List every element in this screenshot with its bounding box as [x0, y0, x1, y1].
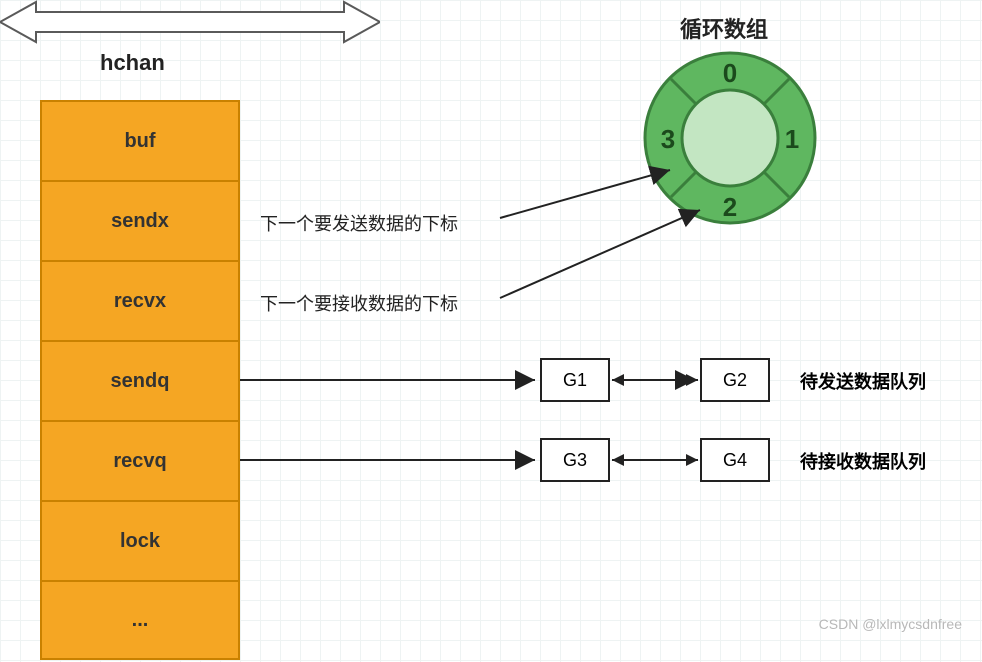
sendx-desc: 下一个要发送数据的下标: [260, 210, 458, 236]
sendq-g1: G1: [540, 358, 610, 402]
hchan-struct: buf sendx recvx sendq recvq lock ...: [40, 100, 240, 660]
ring-slot-1: 1: [785, 124, 799, 154]
struct-recvx: recvx: [40, 260, 240, 340]
buf-ring-arrow: [0, 0, 380, 44]
recvq-label: 待接收数据队列: [800, 448, 926, 474]
struct-more: ...: [40, 580, 240, 660]
ring-buffer: 0 1 2 3: [640, 48, 820, 228]
ring-slot-0: 0: [723, 58, 737, 88]
recvx-desc: 下一个要接收数据的下标: [260, 290, 458, 316]
struct-buf: buf: [40, 100, 240, 180]
recvq-g2: G4: [700, 438, 770, 482]
sendq-g2: G2: [700, 358, 770, 402]
struct-sendx: sendx: [40, 180, 240, 260]
sendq-label: 待发送数据队列: [800, 368, 926, 394]
struct-lock: lock: [40, 500, 240, 580]
hchan-title: hchan: [100, 50, 165, 76]
ring-slot-3: 3: [661, 124, 675, 154]
watermark: CSDN @lxlmycsdnfree: [819, 616, 962, 632]
recvq-g1: G3: [540, 438, 610, 482]
struct-sendq: sendq: [40, 340, 240, 420]
ring-title: 循环数组: [680, 12, 768, 44]
struct-recvq: recvq: [40, 420, 240, 500]
ring-slot-2: 2: [723, 192, 737, 222]
